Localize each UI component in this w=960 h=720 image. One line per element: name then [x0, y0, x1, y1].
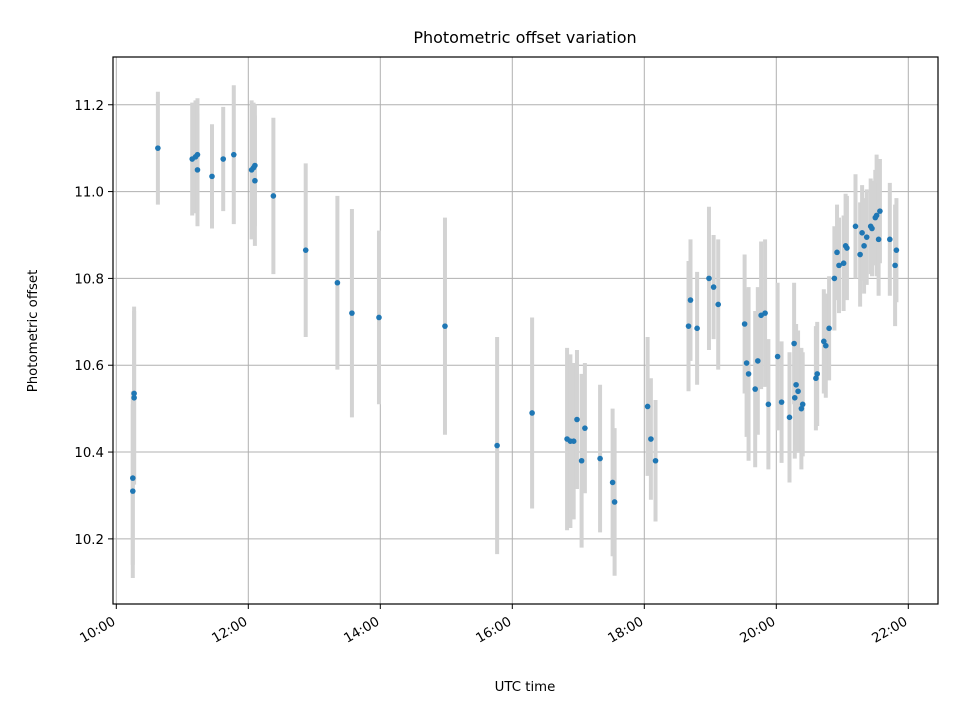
data-point: [609, 479, 616, 486]
data-point: [859, 230, 865, 236]
data-point: [578, 457, 585, 464]
data-point: [799, 401, 806, 408]
data-point: [155, 145, 161, 151]
data-point: [442, 323, 448, 329]
data-point: [798, 405, 805, 412]
data-point: [644, 403, 651, 410]
data-point: [778, 399, 785, 405]
x-tick-label: 20:00: [738, 614, 779, 646]
data-point: [892, 262, 898, 269]
data-point: [877, 208, 883, 214]
data-point: [741, 321, 748, 327]
data-point: [706, 275, 712, 282]
y-tick-label: 10.2: [74, 533, 104, 548]
data-point: [220, 156, 227, 162]
y-tick-label: 11.0: [74, 186, 104, 201]
data-point: [752, 386, 758, 392]
y-tick-label: 10.8: [74, 272, 104, 287]
data-point: [694, 325, 700, 332]
x-tick-label: 22:00: [870, 614, 911, 646]
data-point: [823, 342, 829, 349]
data-point: [130, 488, 136, 494]
data-point: [887, 236, 893, 243]
data-point: [795, 388, 801, 395]
data-point: [844, 245, 850, 251]
data-point: [582, 425, 588, 431]
data-point: [648, 436, 654, 442]
data-point: [349, 310, 355, 316]
data-point: [194, 167, 201, 173]
data-point: [813, 375, 819, 382]
data-point: [826, 325, 832, 332]
data-point: [230, 151, 237, 158]
data-point: [793, 381, 799, 388]
data-point: [875, 236, 882, 243]
data-point: [209, 173, 215, 180]
x-tick-label: 12:00: [210, 614, 251, 646]
x-tick-label: 14:00: [342, 614, 383, 646]
y-axis-ticks: 10.2 10.4 10.6 10.8 11.0 11.2: [74, 99, 113, 548]
x-tick-label: 16:00: [474, 614, 515, 646]
data-point: [852, 223, 859, 230]
data-point: [836, 262, 842, 269]
y-tick-label: 10.4: [74, 446, 104, 461]
data-point: [834, 249, 840, 256]
data-point: [194, 151, 201, 158]
data-point: [831, 275, 838, 282]
data-point: [743, 360, 750, 366]
data-point: [869, 225, 875, 232]
data-point: [755, 358, 761, 364]
data-point: [574, 416, 580, 423]
data-point: [765, 401, 772, 408]
data-point: [710, 284, 717, 290]
data-point: [529, 410, 535, 416]
data-point: [611, 499, 618, 505]
data-point: [334, 279, 341, 286]
x-axis-label: UTC time: [495, 680, 556, 695]
data-point: [130, 475, 136, 481]
data-point: [652, 457, 659, 464]
data-point: [685, 323, 692, 329]
data-point: [302, 247, 309, 253]
data-point: [252, 177, 258, 184]
plot-frame: [112, 56, 939, 605]
data-point: [745, 371, 752, 377]
data-point: [270, 193, 277, 199]
chart-title: Photometric offset variation: [413, 28, 636, 47]
data-point: [715, 301, 722, 308]
x-axis-ticks: 10:00 12:00 14:00 16:00 18:00 20:00 22:00: [78, 604, 911, 647]
data-point: [814, 371, 821, 377]
data-point: [863, 234, 870, 240]
data-point: [687, 297, 694, 303]
data-point: [252, 162, 258, 169]
data-point: [893, 247, 900, 253]
data-point: [376, 314, 382, 321]
data-point: [861, 243, 867, 249]
data-points: [130, 145, 900, 505]
data-point: [791, 394, 798, 401]
data-point: [873, 212, 880, 219]
data-point: [494, 442, 500, 449]
data-point: [131, 390, 137, 397]
y-tick-label: 10.6: [74, 359, 104, 374]
data-point: [791, 340, 797, 347]
data-point: [131, 394, 137, 401]
data-point: [762, 310, 768, 316]
data-point: [570, 438, 577, 445]
data-point: [857, 251, 863, 258]
data-point: [821, 338, 827, 345]
y-tick-label: 11.2: [74, 99, 104, 114]
data-point: [786, 414, 793, 421]
x-tick-label: 10:00: [78, 614, 119, 646]
data-point: [597, 455, 603, 462]
data-point: [840, 260, 847, 267]
y-axis-label: Photometric offset: [26, 270, 41, 393]
error-bars: [130, 85, 899, 578]
data-point: [774, 353, 781, 360]
x-tick-label: 18:00: [606, 614, 647, 646]
